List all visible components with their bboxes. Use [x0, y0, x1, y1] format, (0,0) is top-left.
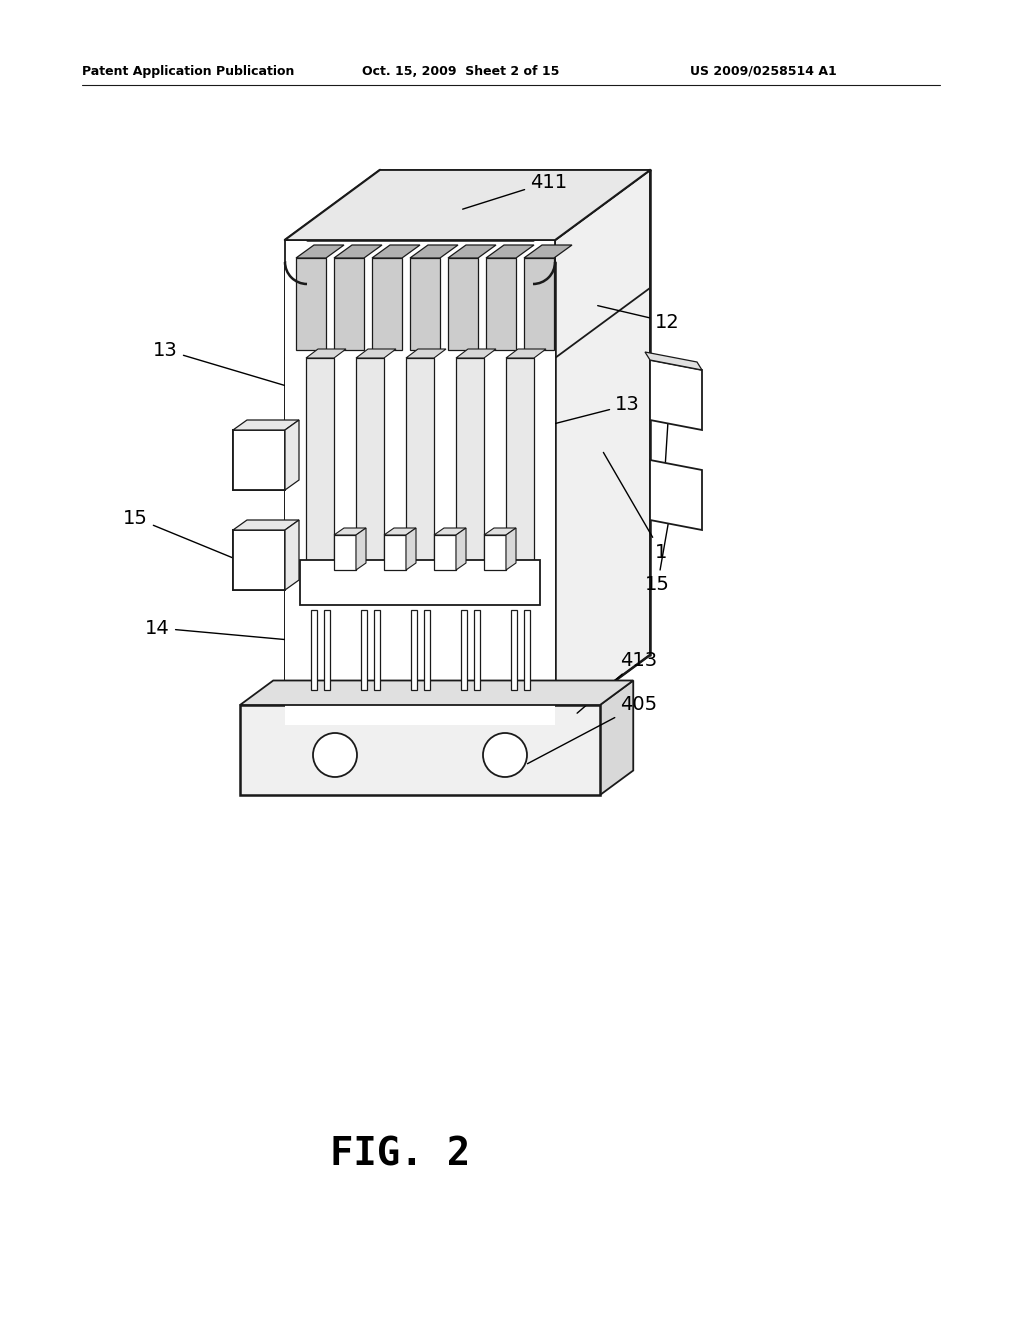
Text: US 2009/0258514 A1: US 2009/0258514 A1 [690, 65, 837, 78]
Polygon shape [334, 246, 382, 257]
Bar [356, 358, 384, 570]
Circle shape [313, 733, 357, 777]
Bar [324, 610, 330, 690]
Bar [233, 531, 285, 590]
Text: 11: 11 [650, 393, 675, 520]
Polygon shape [356, 528, 366, 570]
Polygon shape [555, 170, 650, 725]
Bar [285, 240, 555, 725]
Bar [406, 358, 434, 570]
Text: 411: 411 [463, 173, 567, 209]
Polygon shape [484, 528, 516, 535]
Bar [285, 261, 555, 725]
Polygon shape [233, 420, 299, 430]
Bar [410, 257, 440, 350]
Bar [233, 430, 285, 490]
Text: 15: 15 [123, 508, 236, 558]
Polygon shape [506, 528, 516, 570]
Circle shape [483, 733, 527, 777]
Bar [484, 535, 506, 570]
Bar [300, 560, 540, 605]
Bar [461, 610, 467, 690]
Polygon shape [233, 520, 299, 531]
Bar [424, 610, 430, 690]
Text: FIG. 2: FIG. 2 [330, 1137, 470, 1173]
Polygon shape [456, 348, 496, 358]
Polygon shape [296, 246, 344, 257]
Text: 15: 15 [645, 487, 675, 594]
Bar [474, 610, 480, 690]
Polygon shape [406, 348, 446, 358]
Polygon shape [406, 528, 416, 570]
Bar [384, 535, 406, 570]
Polygon shape [240, 681, 633, 705]
Bar [374, 610, 380, 690]
Text: Patent Application Publication: Patent Application Publication [82, 65, 294, 78]
Polygon shape [506, 348, 546, 358]
Bar [524, 257, 554, 350]
Polygon shape [372, 246, 420, 257]
Polygon shape [285, 520, 299, 590]
Polygon shape [524, 246, 572, 257]
Text: 405: 405 [527, 696, 657, 764]
Bar [334, 535, 356, 570]
Polygon shape [650, 459, 702, 531]
Text: 13: 13 [154, 341, 297, 389]
Bar [511, 610, 517, 690]
Polygon shape [356, 348, 396, 358]
Text: 12: 12 [598, 306, 680, 331]
Bar [311, 610, 317, 690]
Polygon shape [650, 360, 702, 430]
Bar [449, 257, 478, 350]
Text: 13: 13 [532, 396, 640, 429]
Polygon shape [486, 246, 534, 257]
Bar [486, 257, 516, 350]
Text: 1: 1 [603, 453, 668, 561]
Polygon shape [600, 681, 633, 795]
Polygon shape [434, 528, 466, 535]
Bar [372, 257, 402, 350]
Bar [306, 358, 334, 570]
Bar [456, 358, 484, 570]
Polygon shape [645, 352, 702, 370]
Text: 413: 413 [578, 651, 657, 713]
Polygon shape [334, 528, 366, 535]
Bar [334, 257, 364, 350]
Bar [240, 705, 600, 795]
Bar [296, 257, 326, 350]
Bar [361, 610, 367, 690]
Bar [524, 610, 530, 690]
Polygon shape [410, 246, 458, 257]
Polygon shape [449, 246, 496, 257]
Polygon shape [285, 420, 299, 490]
Bar [411, 610, 417, 690]
Polygon shape [456, 528, 466, 570]
Polygon shape [306, 348, 346, 358]
Text: 14: 14 [145, 619, 287, 640]
Bar [506, 358, 534, 570]
Polygon shape [285, 170, 650, 240]
Text: Oct. 15, 2009  Sheet 2 of 15: Oct. 15, 2009 Sheet 2 of 15 [362, 65, 559, 78]
Bar [434, 535, 456, 570]
Polygon shape [384, 528, 416, 535]
